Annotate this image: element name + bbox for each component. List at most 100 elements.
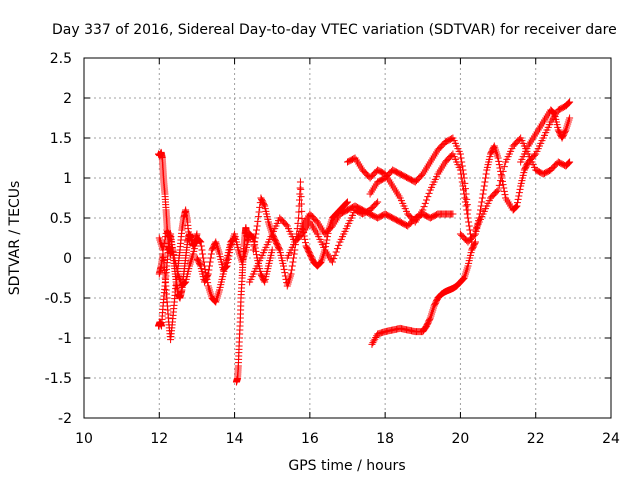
data-point (372, 199, 380, 207)
data-point (424, 193, 432, 201)
data-point (290, 250, 298, 258)
data-point (500, 187, 508, 195)
data-point (500, 184, 508, 192)
data-point (181, 279, 189, 287)
x-tick-label: 14 (226, 431, 244, 447)
data-point (461, 185, 469, 193)
data-point (197, 238, 205, 246)
chart-title: Day 337 of 2016, Sidereal Day-to-day VTE… (52, 22, 617, 38)
data-point (333, 245, 341, 253)
data-point (160, 243, 168, 251)
data-point (425, 189, 433, 197)
y-tick-labels: -2 -1.5 -1 -0.5 0 0.5 1 1.5 2 2.5 (45, 51, 72, 427)
data-point (462, 190, 470, 198)
x-tick-labels: 10 12 14 16 18 20 22 24 (75, 431, 620, 447)
data-point (253, 222, 261, 230)
data-point (297, 185, 305, 193)
data-point (530, 151, 538, 159)
data-point (458, 158, 466, 166)
data-point (496, 164, 504, 172)
data-point (199, 254, 207, 262)
x-tick-label: 16 (301, 431, 319, 447)
data-point (514, 195, 522, 203)
data-point (459, 166, 467, 174)
data-point (295, 214, 303, 222)
data-point (296, 184, 304, 192)
data-point (254, 217, 262, 225)
data-point (512, 203, 520, 211)
data-point (205, 266, 213, 274)
data-point (335, 241, 343, 249)
data-point (275, 245, 283, 253)
data-point (482, 174, 490, 182)
data-point (256, 203, 264, 211)
series-s3 (155, 206, 193, 344)
data-point (465, 218, 473, 226)
data-point (499, 167, 507, 175)
data-point (513, 202, 521, 210)
data-point (161, 236, 169, 244)
series-s6 (232, 224, 252, 386)
y-tick-label: -1 (58, 331, 72, 347)
data-point (204, 271, 212, 279)
data-point (457, 154, 465, 162)
data-point (199, 250, 207, 258)
data-point (225, 252, 233, 260)
y-tick-label: 2 (63, 91, 72, 107)
data-point (515, 192, 523, 200)
data-point (280, 262, 288, 270)
data-point (207, 254, 215, 262)
data-point (322, 239, 330, 247)
data-point (323, 236, 331, 244)
data-point (461, 179, 469, 187)
data-point (294, 219, 302, 227)
data-point (298, 207, 306, 215)
data-point (205, 262, 213, 270)
data-point (493, 187, 501, 195)
x-axis-label: GPS time / hours (288, 458, 405, 474)
data-point (160, 239, 168, 247)
series-s11 (366, 134, 472, 214)
data-point (289, 258, 297, 266)
y-tick-label: 1 (63, 171, 72, 187)
data-point (255, 208, 263, 216)
y-tick-label: 0 (63, 251, 72, 267)
data-point (515, 189, 523, 197)
data-point (420, 203, 428, 211)
data-point (195, 237, 203, 245)
data-point (249, 246, 257, 254)
data-point (494, 154, 502, 162)
data-point (550, 109, 558, 117)
data-point (497, 177, 505, 185)
data-point (331, 251, 339, 259)
data-point (419, 206, 427, 214)
data-point (456, 150, 464, 158)
data-point (470, 231, 478, 239)
data-point (224, 259, 232, 267)
series-s12 (368, 238, 479, 348)
data-point (458, 162, 466, 170)
data-point (281, 269, 289, 277)
data-point (168, 244, 176, 252)
data-point (495, 157, 503, 165)
data-point (244, 238, 252, 246)
data-point (253, 251, 261, 259)
data-point (328, 258, 336, 266)
data-point (549, 109, 557, 117)
data-point (288, 266, 296, 274)
y-axis-label: SDTVAR / TECUs (7, 181, 23, 296)
data-point (332, 248, 340, 256)
data-point (463, 210, 471, 218)
y-tick-label: 0.5 (50, 211, 72, 227)
data-point (460, 174, 468, 182)
data-point (514, 199, 522, 207)
y-tick-label: 2.5 (50, 51, 72, 67)
data-point (462, 202, 470, 210)
data-point (471, 239, 479, 247)
data-point (464, 206, 472, 214)
x-tick-label: 10 (75, 431, 93, 447)
series-s14 (471, 134, 574, 234)
data-point (185, 238, 193, 246)
data-point (288, 262, 296, 270)
data-point (564, 99, 572, 107)
